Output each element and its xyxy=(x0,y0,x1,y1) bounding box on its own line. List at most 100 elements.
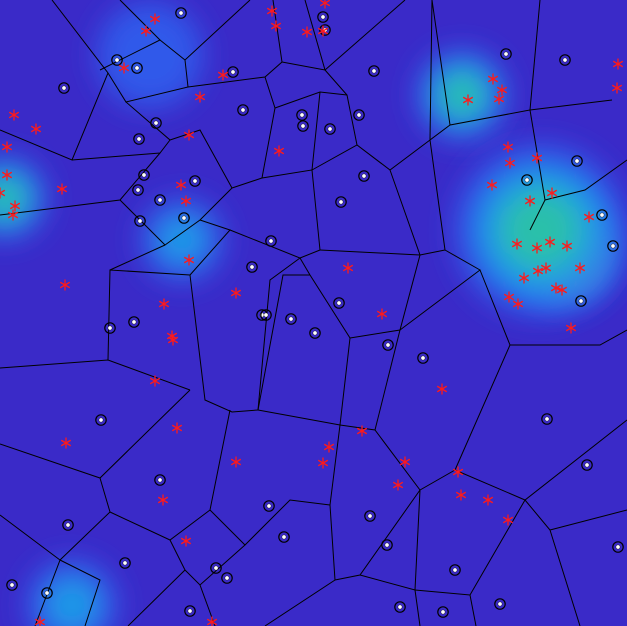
voronoi-site xyxy=(285,313,297,325)
intensity-peak xyxy=(140,198,224,282)
event-marker xyxy=(180,535,192,547)
event-marker xyxy=(140,25,152,37)
voronoi-site xyxy=(131,62,143,74)
voronoi-site xyxy=(324,123,336,135)
event-marker xyxy=(230,287,242,299)
voronoi-site xyxy=(317,11,329,23)
site-dot xyxy=(178,10,184,16)
event-marker xyxy=(462,94,474,106)
event-marker xyxy=(524,195,536,207)
intensity-peak xyxy=(454,144,626,316)
site-ring xyxy=(417,352,429,364)
voronoi-edge xyxy=(169,129,233,189)
event-marker xyxy=(561,240,573,252)
site-dot xyxy=(187,608,193,614)
voronoi-site xyxy=(500,48,512,60)
event-marker xyxy=(59,279,71,291)
voronoi-edge xyxy=(187,0,283,88)
voronoi-site xyxy=(6,579,18,591)
event-marker xyxy=(342,262,354,274)
site-ring xyxy=(368,65,380,77)
event-marker xyxy=(317,457,329,469)
voronoi-site xyxy=(353,109,365,121)
site-dot xyxy=(452,567,458,573)
site-dot xyxy=(562,57,568,63)
voronoi-site xyxy=(333,297,345,309)
site-dot xyxy=(367,513,373,519)
voronoi-edge xyxy=(374,329,401,431)
event-marker xyxy=(273,145,285,157)
site-ring xyxy=(296,109,308,121)
voronoi-site xyxy=(335,196,347,208)
event-marker xyxy=(546,187,558,199)
voronoi-site xyxy=(263,500,275,512)
voronoi-site xyxy=(581,459,593,471)
site-ring xyxy=(285,313,297,325)
site-ring xyxy=(297,120,309,132)
site-ring xyxy=(335,196,347,208)
event-marker xyxy=(496,84,508,96)
event-marker xyxy=(323,441,335,453)
voronoi-site xyxy=(612,541,624,553)
intensity-level xyxy=(499,189,581,271)
site-ring xyxy=(494,598,506,610)
site-dot xyxy=(263,312,269,318)
intensity-level xyxy=(440,73,484,117)
site-dot xyxy=(281,534,287,540)
voronoi-edge xyxy=(109,409,231,541)
site-dot xyxy=(268,238,274,244)
voronoi-site xyxy=(221,572,233,584)
voronoi-site xyxy=(154,474,166,486)
site-dot xyxy=(578,298,584,304)
site-ring xyxy=(132,184,144,196)
site-dot xyxy=(356,112,362,118)
event-marker xyxy=(171,422,183,434)
voronoi-site xyxy=(62,519,74,531)
intensity-level xyxy=(156,214,208,266)
voronoi-edge xyxy=(329,424,341,506)
event-marker xyxy=(149,375,161,387)
site-dot xyxy=(141,172,147,178)
site-ring xyxy=(571,155,583,167)
site-ring xyxy=(131,62,143,74)
event-marker xyxy=(317,25,329,37)
site-ring xyxy=(263,500,275,512)
event-marker xyxy=(270,20,282,32)
event-marker xyxy=(487,73,499,85)
site-ring xyxy=(394,601,406,613)
voronoi-edge xyxy=(510,329,627,346)
event-marker xyxy=(217,69,229,81)
voronoi-site xyxy=(265,235,277,247)
voronoi-site xyxy=(394,601,406,613)
voronoi-edge xyxy=(349,169,421,339)
event-marker xyxy=(452,466,464,478)
voronoi-site xyxy=(364,510,376,522)
voronoi-site xyxy=(521,174,533,186)
voronoi-edge xyxy=(529,199,546,231)
event-marker xyxy=(482,494,494,506)
voronoi-edge xyxy=(244,499,331,546)
site-ring xyxy=(541,413,553,425)
site-dot xyxy=(524,177,530,183)
site-ring xyxy=(596,209,608,221)
voronoi-site xyxy=(237,104,249,116)
voronoi-edge xyxy=(311,139,431,171)
intensity-level xyxy=(44,577,100,626)
voronoi-edge xyxy=(109,244,166,271)
site-dot xyxy=(599,212,605,218)
event-marker xyxy=(531,152,543,164)
site-dot xyxy=(157,477,163,483)
voronoi-site xyxy=(189,175,201,187)
voronoi-site xyxy=(111,54,123,66)
event-marker xyxy=(511,238,523,250)
event-marker xyxy=(180,195,192,207)
site-dot xyxy=(136,136,142,142)
voronoi-site xyxy=(449,564,461,576)
event-marker xyxy=(392,479,404,491)
site-ring xyxy=(104,322,116,334)
site-dot xyxy=(230,69,236,75)
site-ring xyxy=(134,215,146,227)
voronoi-site xyxy=(95,414,107,426)
voronoi-edge xyxy=(324,0,406,71)
site-ring xyxy=(178,212,190,224)
